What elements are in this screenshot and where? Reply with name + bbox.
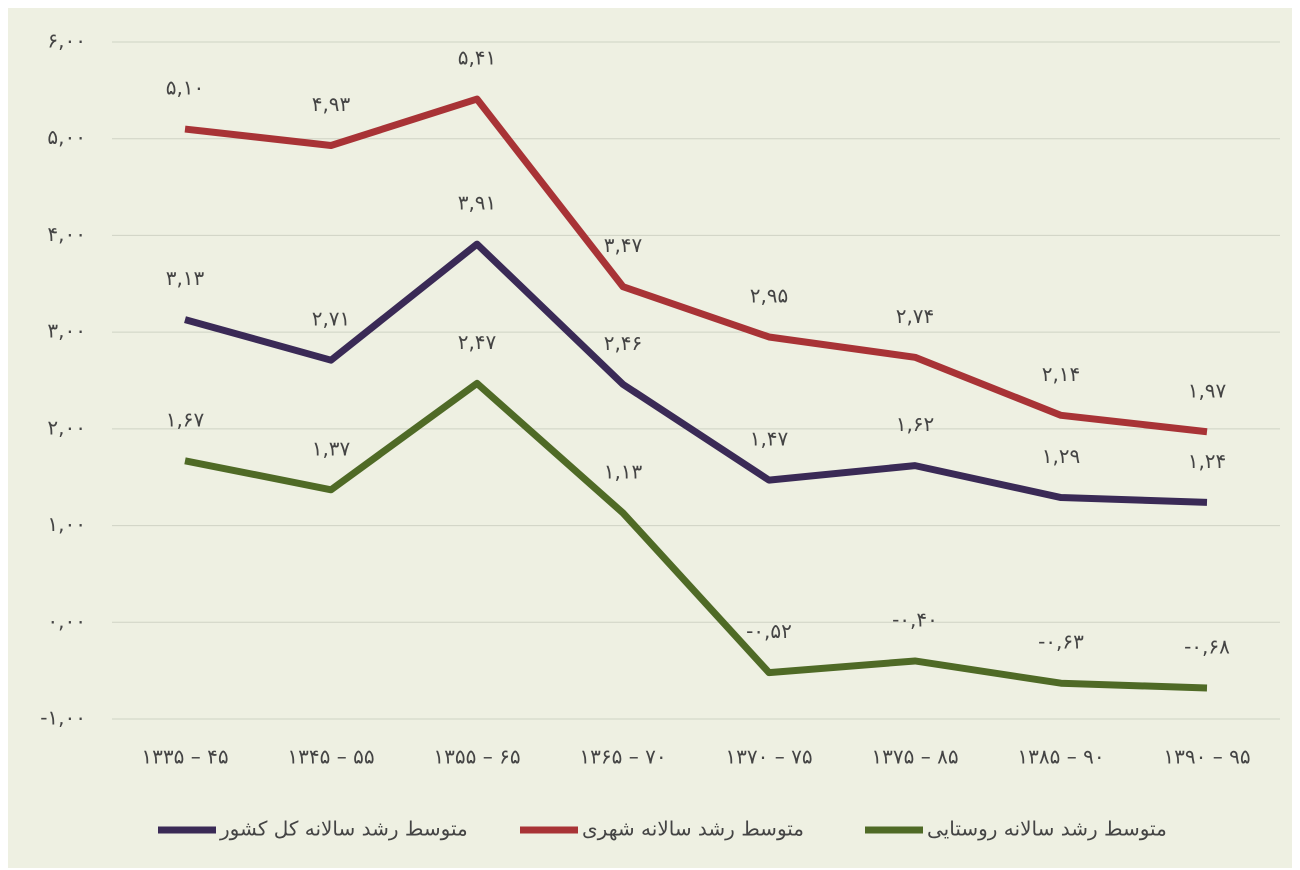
x-tick-label: ۱۳۳۵ – ۴۵ [141, 745, 228, 769]
x-tick-label: ۱۳۴۵ – ۵۵ [287, 745, 374, 769]
data-label: ۲,۱۴ [1042, 362, 1081, 386]
data-label: ۱,۴۷ [750, 427, 789, 451]
y-tick-label: ۴,۰۰ [47, 222, 86, 246]
data-label: ۱,۲۴ [1188, 449, 1227, 473]
x-tick-label: ۱۳۶۵ – ۷۰ [579, 745, 666, 769]
data-label: -۰,۴۰ [892, 607, 938, 631]
y-tick-label: ۱,۰۰ [47, 512, 86, 536]
data-label: ۳,۹۱ [458, 191, 497, 215]
data-label: ۱,۱۳ [604, 459, 643, 483]
data-label: ۴,۹۳ [312, 92, 351, 116]
y-tick-label: ۳,۰۰ [47, 319, 86, 343]
x-tick-label: ۱۳۹۰ – ۹۵ [1163, 745, 1250, 769]
data-label: ۲,۴۶ [604, 331, 643, 355]
chart-background [8, 8, 1292, 868]
data-label: -۰,۵۲ [746, 619, 792, 643]
x-tick-label: ۱۳۷۰ – ۷۵ [725, 745, 812, 769]
data-label: ۵,۴۱ [458, 46, 497, 70]
data-label: ۱,۲۹ [1042, 444, 1081, 468]
x-tick-label: ۱۳۸۵ – ۹۰ [1017, 745, 1104, 769]
data-label: ۲,۷۱ [312, 307, 351, 331]
x-tick-label: ۱۳۵۵ – ۶۵ [433, 745, 520, 769]
x-tick-label: ۱۳۷۵ – ۸۵ [871, 745, 958, 769]
legend-label: متوسط رشد سالانه کل کشور [219, 817, 468, 841]
data-label: -۰,۶۳ [1038, 630, 1084, 654]
legend-label: متوسط رشد سالانه شهری [582, 817, 804, 841]
data-label: ۱,۹۷ [1188, 378, 1227, 402]
data-label: ۲,۹۵ [750, 283, 789, 307]
data-label: ۵,۱۰ [166, 76, 205, 100]
data-label: ۳,۴۷ [604, 233, 643, 257]
y-tick-label: ۰,۰۰ [47, 609, 86, 633]
data-label: ۲,۴۷ [458, 330, 497, 354]
y-tick-label: ۲,۰۰ [47, 415, 86, 439]
data-label: ۲,۷۴ [896, 304, 935, 328]
data-label: ۳,۱۳ [166, 266, 205, 290]
series-line [184, 240, 1208, 506]
series-line [184, 379, 1208, 692]
data-label: -۰,۶۸ [1184, 635, 1230, 659]
y-tick-label: ۵,۰۰ [47, 125, 86, 149]
y-tick-label: -۱,۰۰ [40, 706, 86, 730]
y-tick-label: ۶,۰۰ [47, 29, 86, 53]
data-label: ۱,۳۷ [312, 436, 351, 460]
data-label: ۱,۶۷ [166, 407, 205, 431]
legend-label: متوسط رشد سالانه روستایی [927, 817, 1167, 841]
data-label: ۱,۶۲ [896, 412, 935, 436]
series-line [184, 95, 1208, 436]
